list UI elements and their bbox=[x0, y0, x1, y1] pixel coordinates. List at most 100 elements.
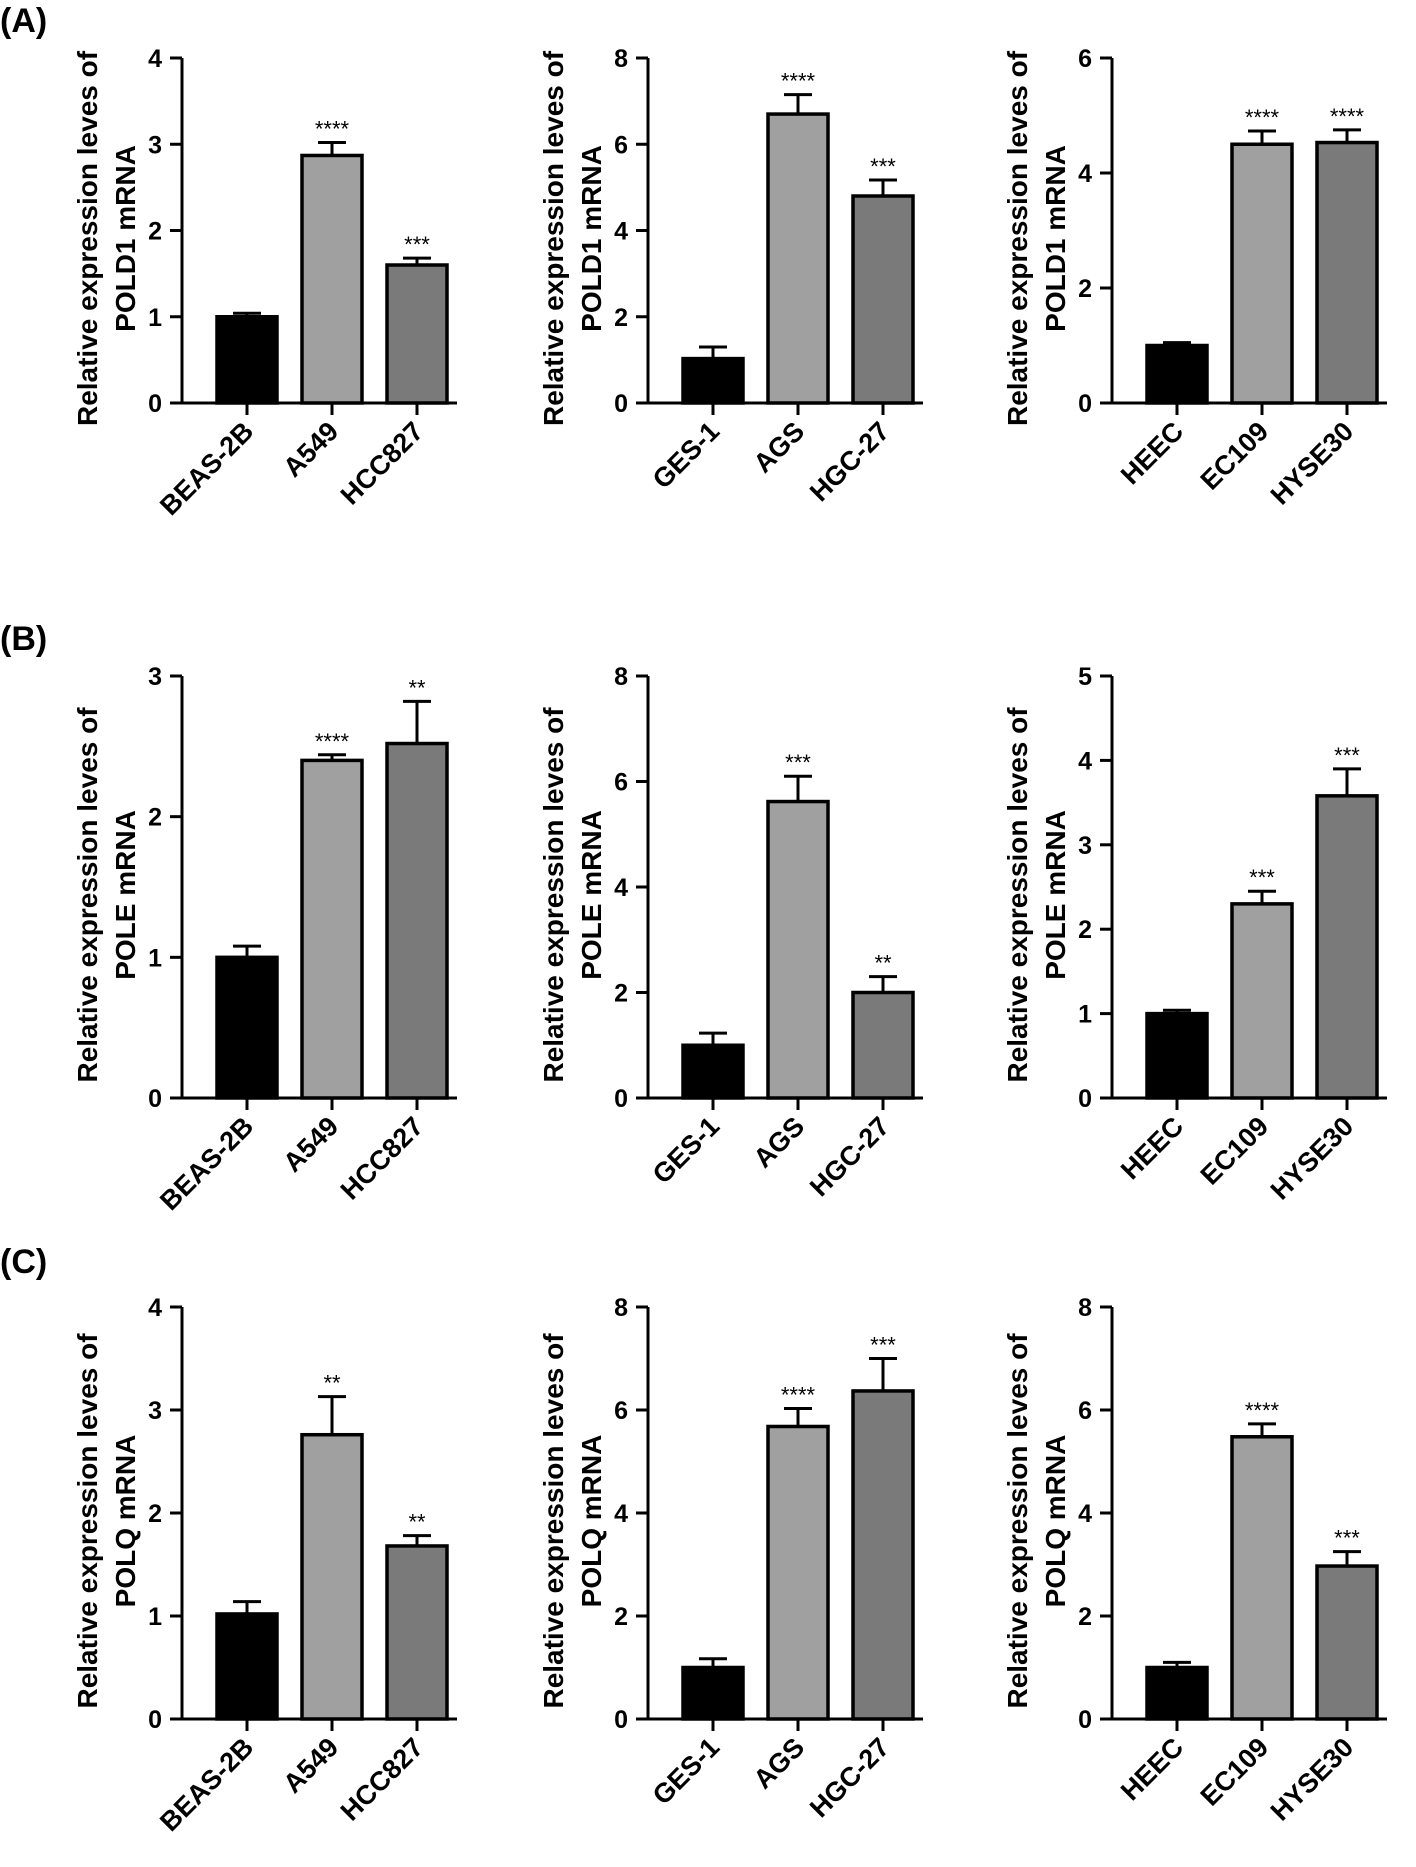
chart-b-1: Relative expression leves of POLE mRNA012… bbox=[72, 663, 457, 1216]
x-category-label: HYSE30 bbox=[1265, 416, 1359, 510]
x-category-label: EC109 bbox=[1195, 1111, 1275, 1191]
y-axis-label-line2: POLQ mRNA bbox=[1040, 1435, 1071, 1608]
significance-label: **** bbox=[315, 117, 350, 142]
y-tick-label: 8 bbox=[1078, 1294, 1092, 1322]
significance-label: *** bbox=[1334, 743, 1360, 768]
y-tick-label: 2 bbox=[614, 980, 628, 1008]
y-tick-label: 2 bbox=[1078, 1603, 1092, 1631]
y-tick-label: 0 bbox=[614, 1085, 628, 1113]
bar-ags bbox=[766, 1424, 830, 1721]
y-tick-label: 2 bbox=[614, 304, 628, 332]
y-tick-label: 1 bbox=[148, 1603, 162, 1631]
y-tick-label: 1 bbox=[1078, 1001, 1092, 1029]
y-axis-label-line2: POLD1 mRNA bbox=[1040, 145, 1071, 332]
x-category-label: HYSE30 bbox=[1265, 1732, 1359, 1826]
y-tick-label: 0 bbox=[614, 390, 628, 418]
y-axis-label: Relative expression leves of POLE mRNA bbox=[1002, 707, 1071, 1083]
y-tick-label: 8 bbox=[614, 663, 628, 691]
bar-hgc-27 bbox=[851, 990, 915, 1100]
y-tick-label: 6 bbox=[614, 131, 628, 159]
y-tick-label: 0 bbox=[148, 1085, 162, 1113]
x-category-label: EC109 bbox=[1195, 416, 1275, 496]
y-axis-label-line1: Relative expression leves of bbox=[72, 707, 103, 1083]
y-tick-label: 4 bbox=[1078, 1500, 1092, 1528]
x-category-label: AGS bbox=[748, 1732, 811, 1795]
y-tick-label: 2 bbox=[148, 1500, 162, 1528]
bar-ags bbox=[766, 799, 830, 1100]
bar-ges-1 bbox=[681, 1043, 745, 1100]
bar-hyse30 bbox=[1315, 140, 1379, 405]
x-category-label: HYSE30 bbox=[1265, 1111, 1359, 1205]
bar-a549 bbox=[300, 153, 364, 405]
significance-label: ** bbox=[408, 1510, 426, 1535]
bar-beas-2b bbox=[215, 315, 279, 405]
y-tick-label: 2 bbox=[1078, 916, 1092, 944]
bar-heec bbox=[1145, 343, 1209, 405]
bar-hgc-27 bbox=[851, 1389, 915, 1721]
significance-label: **** bbox=[1245, 1398, 1280, 1423]
x-category-label: GES-1 bbox=[647, 1732, 726, 1811]
y-tick-label: 0 bbox=[1078, 1085, 1092, 1113]
y-tick-label: 6 bbox=[614, 769, 628, 797]
bar-ec109 bbox=[1230, 902, 1294, 1100]
y-tick-label: 3 bbox=[148, 1397, 162, 1425]
x-category-label: HCC827 bbox=[335, 416, 429, 510]
x-category-label: HGC-27 bbox=[804, 1732, 895, 1823]
significance-label: ** bbox=[408, 675, 426, 700]
significance-label: *** bbox=[1249, 865, 1275, 890]
chart-c-2: Relative expression leves of POLQ mRNA024… bbox=[538, 1294, 923, 1823]
y-axis-label-line1: Relative expression leves of bbox=[538, 50, 569, 426]
y-axis-label-line1: Relative expression leves of bbox=[1002, 707, 1033, 1083]
y-tick-label: 0 bbox=[1078, 1706, 1092, 1734]
y-tick-label: 1 bbox=[148, 944, 162, 972]
panel-label-b: (B) bbox=[0, 620, 47, 658]
x-category-label: HCC827 bbox=[335, 1111, 429, 1205]
y-tick-label: 8 bbox=[614, 1294, 628, 1322]
significance-label: *** bbox=[870, 154, 896, 179]
significance-label: **** bbox=[781, 69, 816, 94]
y-tick-label: 6 bbox=[1078, 45, 1092, 73]
y-axis-label: Relative expression leves of POLD1 mRNA bbox=[538, 50, 607, 426]
y-axis-label: Relative expression leves of POLD1 mRNA bbox=[72, 50, 141, 426]
significance-label: *** bbox=[870, 1333, 896, 1358]
significance-label: **** bbox=[1330, 104, 1365, 129]
y-tick-label: 0 bbox=[614, 1706, 628, 1734]
significance-label: *** bbox=[1334, 1526, 1360, 1551]
x-category-label: GES-1 bbox=[647, 1111, 726, 1190]
y-axis-label: Relative expression leves of POLE mRNA bbox=[538, 707, 607, 1083]
y-axis-label-line1: Relative expression leves of bbox=[72, 1333, 103, 1709]
bar-heec bbox=[1145, 1011, 1209, 1100]
chart-c-1: Relative expression leves of POLQ mRNA012… bbox=[72, 1294, 457, 1837]
x-category-label: GES-1 bbox=[647, 416, 726, 495]
y-tick-label: 8 bbox=[614, 45, 628, 73]
x-category-label: A549 bbox=[277, 416, 344, 483]
bar-hgc-27 bbox=[851, 194, 915, 405]
x-category-label: HEEC bbox=[1115, 1732, 1189, 1806]
x-category-label: AGS bbox=[748, 416, 811, 479]
y-axis-label-line1: Relative expression leves of bbox=[1002, 50, 1033, 426]
bar-a549 bbox=[300, 1432, 364, 1721]
bar-ags bbox=[766, 112, 830, 405]
y-axis-label: Relative expression leves of POLD1 mRNA bbox=[1002, 50, 1071, 426]
significance-label: **** bbox=[315, 729, 350, 754]
y-tick-label: 1 bbox=[148, 304, 162, 332]
y-tick-label: 2 bbox=[148, 218, 162, 246]
significance-label: **** bbox=[1245, 105, 1280, 130]
x-category-label: A549 bbox=[277, 1732, 344, 1799]
y-tick-label: 0 bbox=[1078, 390, 1092, 418]
bar-ec109 bbox=[1230, 142, 1294, 405]
y-axis-label: Relative expression leves of POLQ mRNA bbox=[1002, 1333, 1071, 1709]
y-axis-label: Relative expression leves of POLQ mRNA bbox=[72, 1333, 141, 1709]
y-axis-label: Relative expression leves of POLQ mRNA bbox=[538, 1333, 607, 1709]
y-tick-label: 6 bbox=[1078, 1397, 1092, 1425]
y-axis-label-line2: POLE mRNA bbox=[110, 810, 141, 980]
bar-hcc827 bbox=[385, 263, 449, 405]
x-category-label: BEAS-2B bbox=[154, 1111, 259, 1216]
bar-hcc827 bbox=[385, 741, 449, 1100]
x-category-label: A549 bbox=[277, 1111, 344, 1178]
y-axis-label-line2: POLQ mRNA bbox=[110, 1435, 141, 1608]
significance-label: ** bbox=[323, 1371, 341, 1396]
bar-hyse30 bbox=[1315, 794, 1379, 1100]
